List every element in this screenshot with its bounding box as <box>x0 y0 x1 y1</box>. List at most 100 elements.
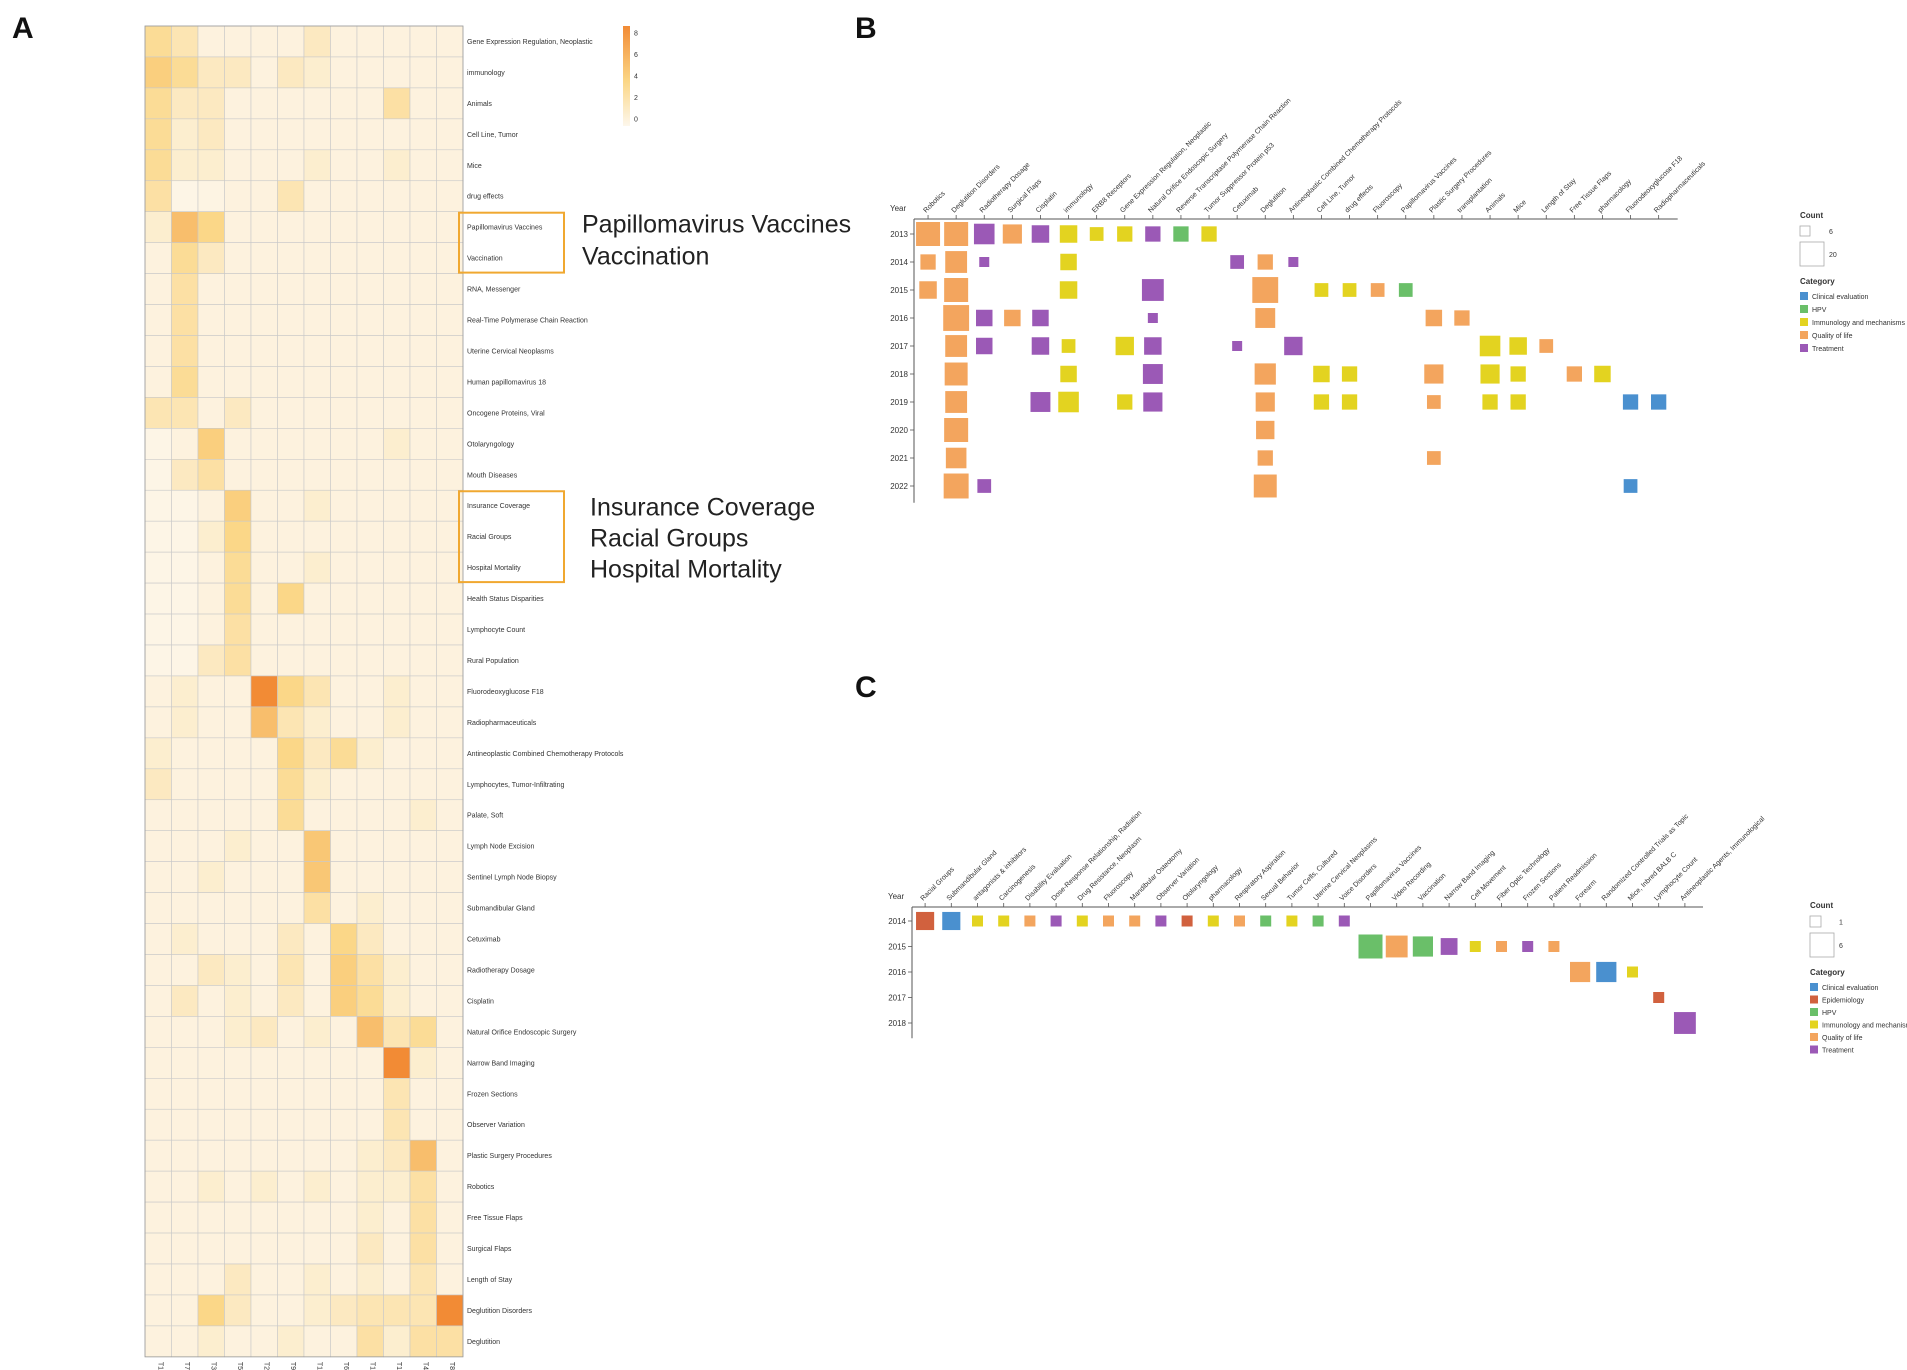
heatmap-cell <box>330 211 358 243</box>
heatmap-cell <box>224 1170 252 1203</box>
timeline-square <box>1232 341 1243 351</box>
heatmap-cell <box>383 1078 411 1110</box>
timeline-square <box>1358 934 1383 959</box>
heatmap-cell <box>277 211 305 243</box>
heatmap-cell <box>277 644 305 677</box>
timeline-square <box>1480 364 1500 384</box>
heatmap-cell <box>250 1294 278 1327</box>
y-tick-label: 2017 <box>888 994 906 1003</box>
timeline-square <box>1002 224 1022 244</box>
heatmap-cell <box>383 706 411 739</box>
heatmap-cell <box>383 397 411 429</box>
heatmap-cell <box>409 861 437 893</box>
heatmap-cell <box>330 768 358 801</box>
heatmap-cell <box>303 1047 331 1079</box>
heatmap-cell <box>171 675 199 708</box>
heatmap-cell <box>224 954 252 986</box>
timeline-square <box>1060 253 1077 271</box>
heatmap-cell <box>144 118 172 151</box>
heatmap-cell <box>383 892 411 924</box>
heatmap-cell <box>224 923 252 955</box>
y-tick-label: 2022 <box>890 482 908 491</box>
heatmap-cell <box>436 768 464 801</box>
heatmap-cell <box>436 397 464 429</box>
heatmap-cell <box>277 861 305 893</box>
heatmap-cell <box>303 25 331 58</box>
heatmap-cell <box>303 180 331 213</box>
heatmap-cell <box>171 1139 199 1172</box>
heatmap-col-label: T10 <box>315 1362 322 1370</box>
legend-swatch <box>1800 292 1808 300</box>
panel-c-letter: C <box>855 671 877 704</box>
timeline-square <box>1424 364 1444 384</box>
heatmap-panel: Gene Expression Regulation, Neoplastic im… <box>144 25 851 1370</box>
heatmap-cell <box>436 861 464 893</box>
heatmap-cell <box>409 799 437 832</box>
heatmap-cell <box>197 582 225 615</box>
heatmap-cell <box>303 304 331 336</box>
heatmap-cell <box>330 613 358 646</box>
legend-swatch <box>1800 344 1808 352</box>
heatmap-cell <box>356 242 384 274</box>
callout-box <box>458 211 565 274</box>
heatmap-cell <box>383 644 411 677</box>
heatmap-row-label: Real-Time Polymerase Chain Reaction <box>467 318 588 325</box>
heatmap-cell <box>277 954 305 986</box>
x-tick-label: Narrow Band Imaging <box>1444 850 1497 903</box>
heatmap-cell <box>250 56 278 89</box>
heatmap-cell <box>303 1201 331 1234</box>
heatmap-cell <box>303 1232 331 1265</box>
heatmap-cell <box>197 25 225 58</box>
heatmap-cell <box>197 1263 225 1296</box>
timeline-square <box>1141 279 1164 301</box>
heatmap-row-label: Lymphocyte Count <box>467 627 525 634</box>
heatmap-cell <box>171 551 199 584</box>
callout-label: Racial Groups <box>590 524 748 552</box>
timeline-square <box>1312 915 1324 927</box>
heatmap-cell <box>383 180 411 213</box>
timeline-square <box>1385 935 1408 958</box>
heatmap-row-label: immunology <box>467 70 505 77</box>
heatmap-cell <box>144 830 172 862</box>
timeline-square <box>1338 915 1350 927</box>
heatmap-cell <box>356 366 384 398</box>
heatmap-cell <box>409 985 437 1017</box>
heatmap-cell <box>409 87 437 120</box>
heatmap-cell <box>197 118 225 151</box>
heatmap-cell <box>436 428 464 460</box>
heatmap-cell <box>330 892 358 924</box>
legend-swatch <box>1810 1008 1818 1016</box>
heatmap-cell <box>303 489 331 522</box>
heatmap-cell <box>383 1232 411 1265</box>
y-tick-label: 2020 <box>890 426 908 435</box>
heatmap-cell <box>330 985 358 1017</box>
heatmap-cell <box>383 675 411 708</box>
heatmap-cell <box>277 118 305 151</box>
legend-swatch <box>1810 983 1818 991</box>
heatmap-cell <box>409 428 437 460</box>
timeline-square <box>1539 339 1554 353</box>
heatmap-row-label: Gene Expression Regulation, Neoplastic <box>467 39 593 46</box>
heatmap-cell <box>330 118 358 151</box>
heatmap-cell <box>224 1016 252 1048</box>
heatmap-cell <box>356 1170 384 1203</box>
heatmap-cell <box>436 892 464 924</box>
heatmap-row-label: Oncogene Proteins, Viral <box>467 410 545 417</box>
heatmap-cell <box>250 551 278 584</box>
heatmap-cell <box>330 520 358 553</box>
heatmap-row-label: Vaccination <box>467 256 503 263</box>
heatmap-cell <box>330 56 358 89</box>
heatmap-cell <box>250 613 278 646</box>
heatmap-cell <box>409 458 437 491</box>
heatmap-cell <box>436 1201 464 1234</box>
heatmap-cell <box>277 335 305 367</box>
timeline-square <box>1031 337 1050 355</box>
heatmap-cell <box>224 1325 252 1358</box>
heatmap-cell <box>144 644 172 677</box>
heatmap-cell <box>144 366 172 398</box>
legend-category-label: HPV <box>1812 307 1827 314</box>
heatmap-cell <box>277 397 305 429</box>
heatmap-cell <box>277 706 305 739</box>
heatmap-col-label: T4 <box>421 1362 428 1370</box>
